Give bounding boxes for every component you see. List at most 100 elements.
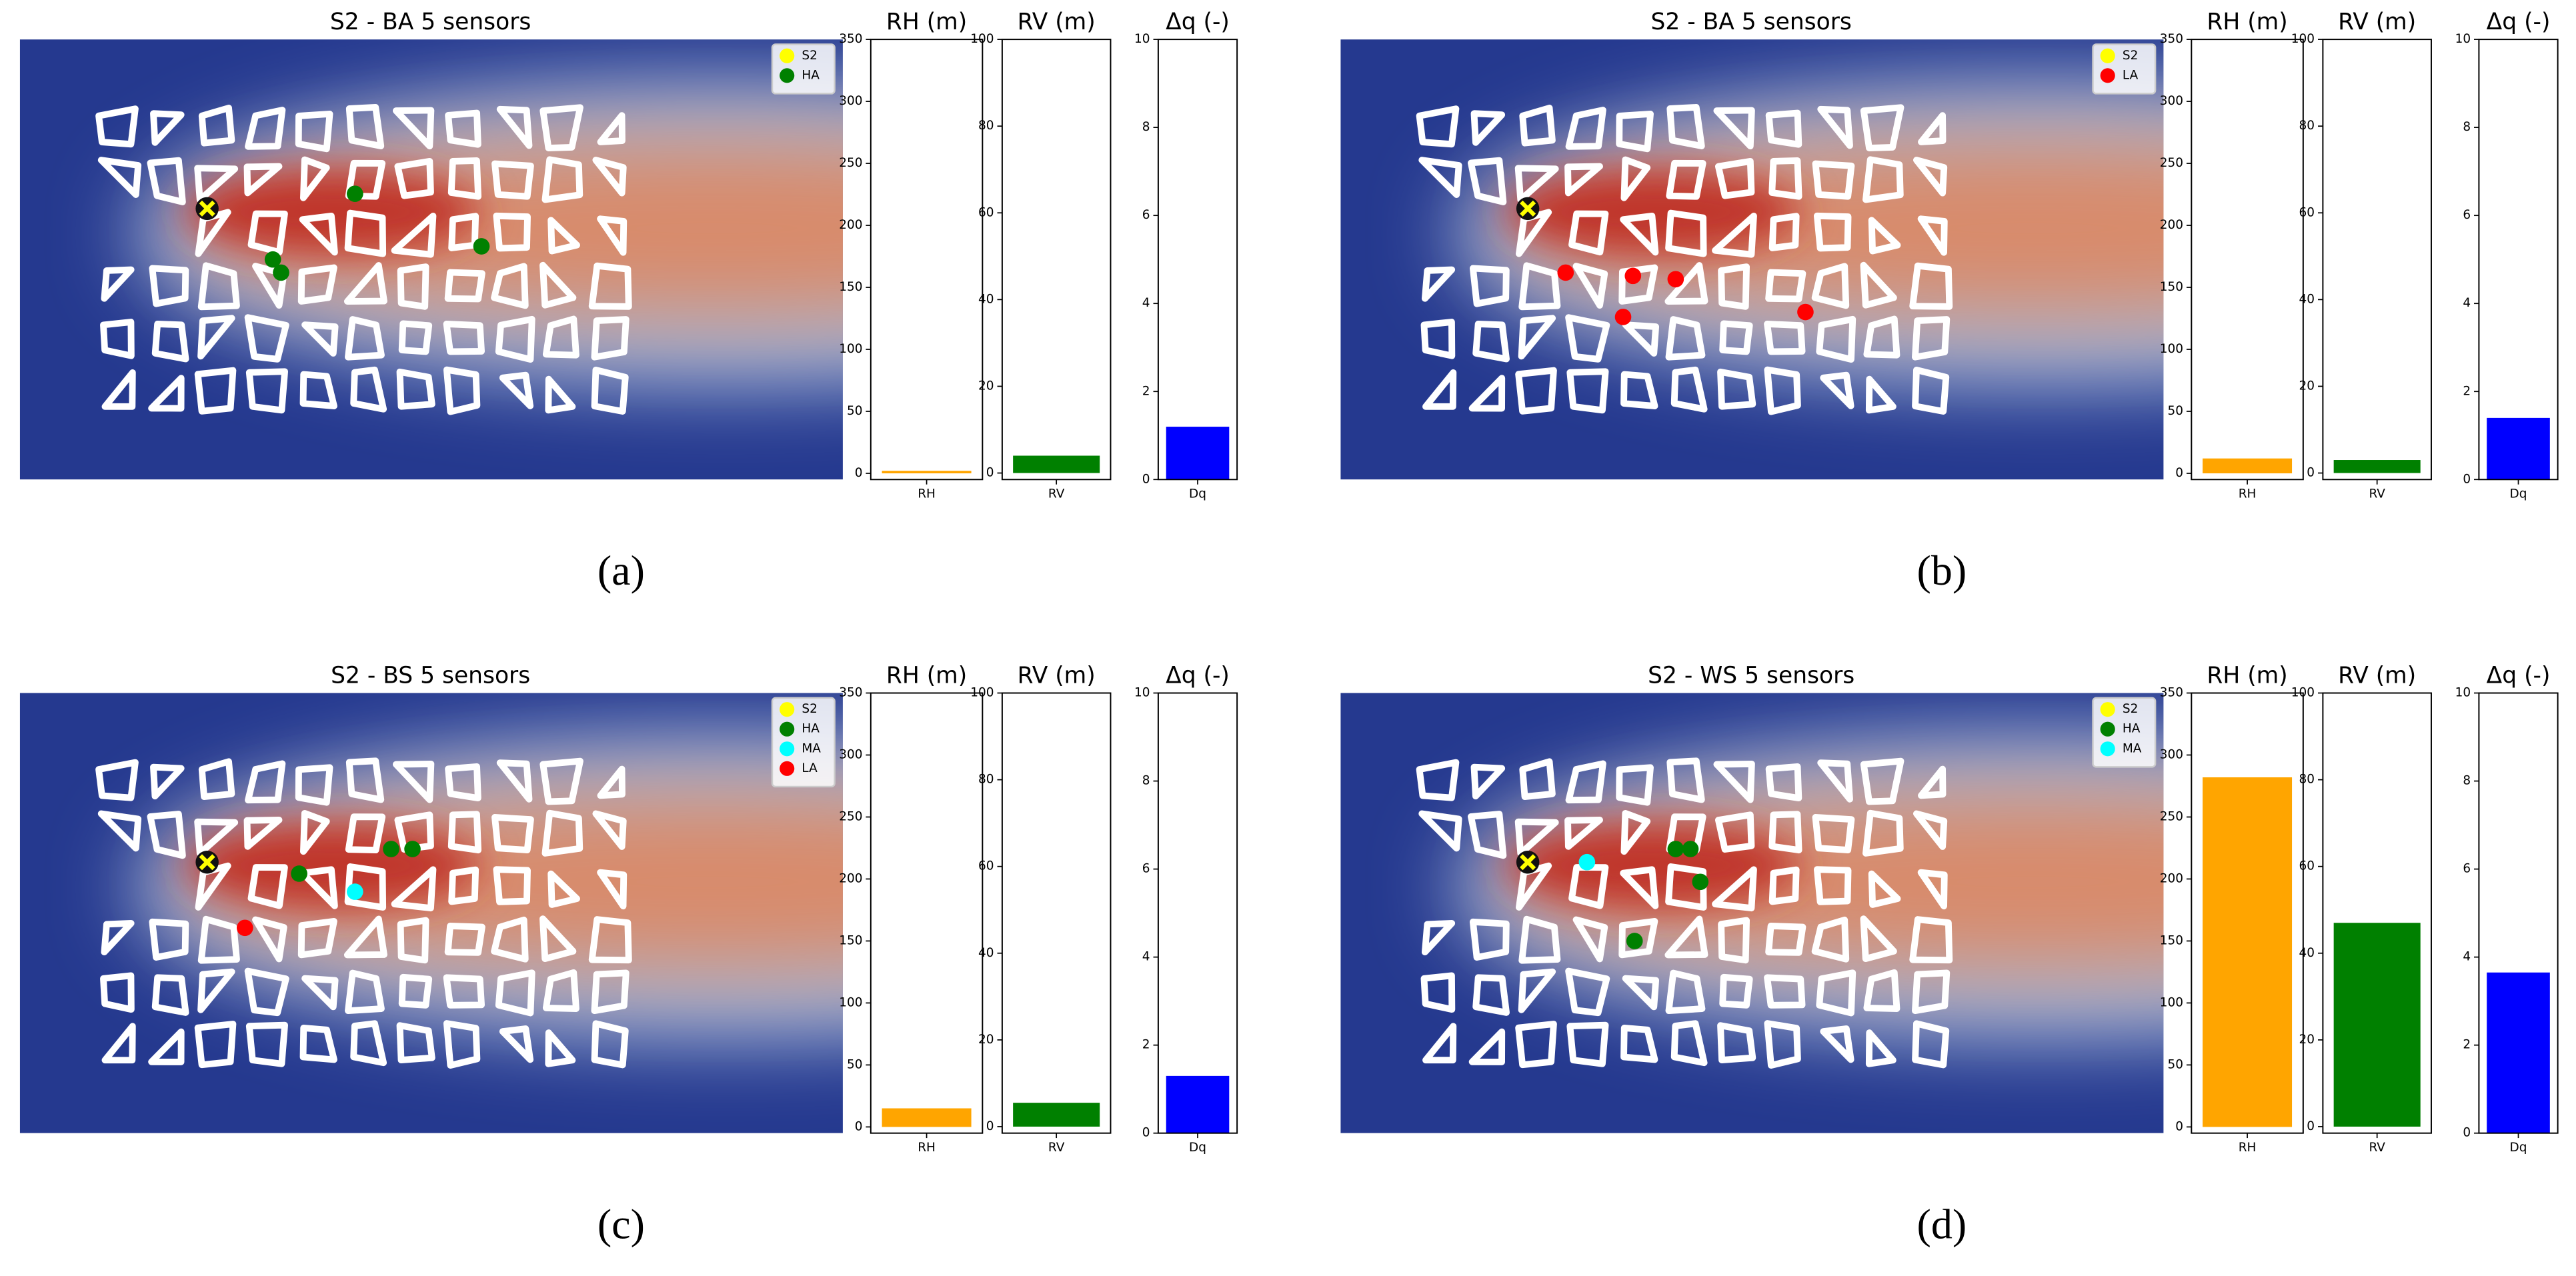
y-tick-label: 0	[2463, 472, 2471, 486]
y-tick-label: 40	[2299, 946, 2315, 960]
x-tick-label: RH	[2239, 487, 2257, 501]
x-tick-label: RH	[918, 487, 936, 501]
chart-title: RV (m)	[2338, 9, 2416, 35]
panel-label: (c)	[597, 1200, 645, 1247]
panel-label: (d)	[1917, 1200, 1967, 1247]
y-tick-label: 4	[2463, 950, 2471, 964]
y-tick-label: 8	[2463, 774, 2471, 788]
y-tick-label: 80	[978, 119, 994, 133]
y-tick-label: 0	[2307, 466, 2315, 480]
sensor	[404, 841, 421, 857]
bar	[1166, 427, 1230, 480]
chart-title: Δq (-)	[1166, 9, 1230, 35]
legend-label: MA	[802, 741, 821, 755]
legend-label: LA	[802, 761, 818, 775]
y-tick-label: 150	[839, 280, 862, 294]
y-tick-label: 0	[855, 1119, 863, 1133]
sensor	[1667, 841, 1684, 857]
bar	[2333, 460, 2421, 473]
legend-marker	[2100, 721, 2115, 737]
sensor	[236, 919, 253, 937]
y-tick-label: 6	[2463, 208, 2471, 222]
axes-frame	[870, 692, 984, 1134]
y-tick-label: 8	[2463, 120, 2471, 134]
chart-title: RV (m)	[1018, 662, 1096, 689]
y-tick-label: 350	[839, 686, 862, 700]
y-tick-label: 150	[2160, 933, 2183, 947]
y-tick-label: 0	[986, 466, 994, 480]
y-tick-label: 50	[2167, 1057, 2183, 1071]
y-tick-label: 20	[978, 1033, 994, 1047]
axes-frame	[2322, 39, 2432, 481]
bar	[2487, 972, 2550, 1133]
y-tick-label: 4	[2463, 296, 2471, 310]
y-tick-label: 350	[839, 32, 862, 46]
x-tick-label: Dq	[1189, 1141, 1206, 1155]
y-tick-label: 80	[978, 773, 994, 787]
sensor	[1557, 264, 1574, 281]
x-tick-label: RV	[1048, 487, 1065, 501]
chart-title: RV (m)	[2338, 662, 2416, 689]
y-tick-label: 250	[839, 156, 862, 170]
map-background	[20, 39, 1318, 479]
y-tick-label: 150	[839, 933, 862, 947]
y-tick-label: 2	[1142, 384, 1150, 398]
y-tick-label: 6	[1142, 208, 1150, 222]
y-tick-label: 8	[1142, 120, 1150, 134]
legend-marker	[2100, 702, 2115, 717]
y-tick-label: 200	[2160, 218, 2183, 232]
sensor	[1667, 271, 1684, 288]
legend-label: S2	[2123, 702, 2138, 716]
legend-marker	[2100, 741, 2115, 757]
chart-title: RH (m)	[2207, 662, 2287, 689]
y-tick-label: 350	[2160, 32, 2183, 46]
y-tick-label: 6	[1142, 862, 1150, 876]
sensor	[264, 251, 281, 268]
y-tick-label: 100	[839, 342, 862, 356]
legend-marker	[780, 702, 795, 717]
axes-frame	[2191, 39, 2304, 481]
y-tick-label: 300	[2160, 748, 2183, 762]
axes-frame	[1001, 692, 1112, 1134]
y-tick-label: 20	[978, 379, 994, 393]
y-tick-label: 10	[1134, 32, 1150, 46]
y-tick-label: 150	[2160, 280, 2183, 294]
y-tick-label: 0	[2175, 466, 2183, 480]
bar	[2333, 923, 2421, 1127]
y-tick-label: 2	[1142, 1038, 1150, 1052]
bar	[1013, 455, 1100, 473]
y-tick-label: 350	[2160, 686, 2183, 700]
map-title: S2 - WS 5 sensors	[1648, 662, 1854, 689]
y-tick-label: 200	[839, 218, 862, 232]
y-tick-label: 250	[2160, 809, 2183, 823]
legend-label: LA	[2123, 68, 2139, 82]
axes-frame	[1157, 692, 1238, 1134]
y-tick-label: 100	[839, 995, 862, 1009]
y-tick-label: 100	[2291, 32, 2315, 46]
sensor	[383, 841, 399, 857]
map-background	[20, 693, 1318, 1133]
legend-marker	[780, 48, 795, 63]
legend-label: HA	[802, 722, 820, 736]
y-tick-label: 2	[2463, 1038, 2471, 1052]
sensor	[1797, 303, 1814, 321]
y-tick-label: 60	[978, 205, 994, 219]
sensor	[347, 883, 363, 900]
x-tick-label: RH	[2239, 1141, 2257, 1155]
y-tick-label: 50	[847, 1057, 863, 1071]
sensor	[347, 185, 363, 202]
sensor	[1692, 873, 1709, 891]
y-tick-label: 10	[1134, 686, 1150, 700]
y-tick-label: 40	[2299, 292, 2315, 306]
axes-frame	[2322, 692, 2432, 1134]
axes-frame	[2478, 39, 2559, 481]
y-tick-label: 0	[1142, 472, 1150, 486]
legend-label: HA	[802, 68, 820, 82]
y-tick-label: 10	[2455, 686, 2471, 700]
y-tick-label: 50	[2167, 404, 2183, 418]
y-tick-label: 300	[839, 748, 862, 762]
sensor	[1614, 309, 1632, 325]
x-tick-label: RV	[2369, 487, 2385, 501]
